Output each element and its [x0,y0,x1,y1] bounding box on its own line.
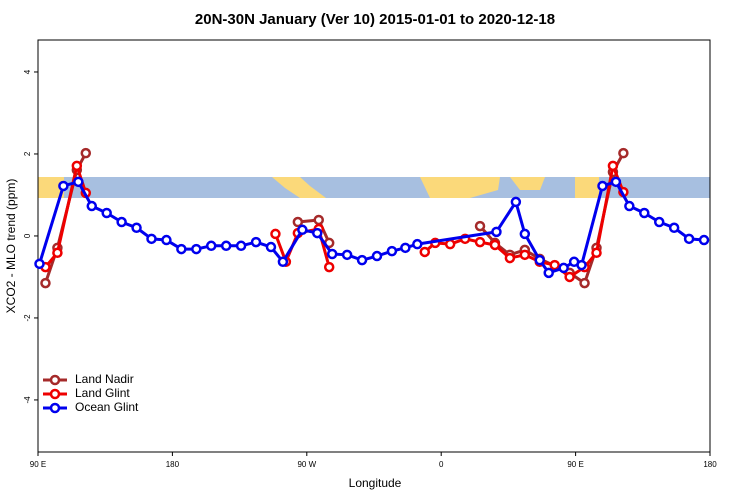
data-point [176,243,187,255]
data-point [250,236,262,248]
legend-label: Land Glint [75,386,130,400]
data-point [356,254,368,266]
data-point [618,147,629,159]
data-point [270,228,281,240]
x-tick-label: 0 [439,460,444,469]
data-point [419,246,431,258]
y-tick-label: 2 [23,151,32,156]
data-point [683,233,695,245]
data-point [510,196,522,208]
legend-label: Ocean Glint [75,400,139,414]
plot-frame [37,39,711,453]
data-point [543,267,554,279]
x-tick-label: 90 E [567,460,583,469]
data-point [235,240,247,252]
data-point [146,233,157,245]
data-point [474,220,486,232]
data-point [312,227,323,239]
data-point [277,256,289,268]
data-point [491,226,502,238]
data-point [323,261,335,273]
chart-title: 20N-30N January (Ver 10) 2015-01-01 to 2… [195,11,555,28]
data-point [371,250,383,262]
data-point [341,249,353,261]
data-point [220,240,232,252]
data-point [668,222,680,234]
data-point [607,160,619,172]
data-point [58,180,69,192]
data-point [80,147,92,159]
data-point [116,216,127,228]
data-point [610,176,622,188]
y-axis-label: XCO2 - MLO trend (ppm) [4,179,18,314]
data-point [40,277,51,289]
data-point [71,160,83,172]
data-point [297,224,308,236]
data-point [579,277,590,289]
x-tick-label: 90 W [297,460,316,469]
data-point [400,242,411,254]
data-point [265,241,277,253]
data-point [504,252,516,264]
data-point [444,238,456,250]
data-point [191,243,202,255]
data-point [313,214,324,226]
data-point [549,259,560,271]
legend-swatch-point [49,402,61,414]
data-point [653,216,665,228]
data-point [101,207,112,219]
y-tick-label: -4 [23,396,32,404]
data-point [597,180,608,192]
data-point [489,239,501,251]
y-tick-label: -2 [23,314,32,322]
legend-label: Land Nadir [75,372,134,386]
x-tick-label: 90 E [30,460,46,469]
data-point [591,247,602,259]
x-tick-label: 180 [166,460,180,469]
data-point [624,200,635,212]
data-point [73,176,84,188]
map-strip [38,177,710,198]
data-point [386,245,398,257]
data-point [534,254,546,266]
data-point [558,262,569,274]
legend-swatch-point [49,388,61,400]
data-point [564,271,575,283]
data-point [519,249,531,261]
data-point [474,236,486,248]
data-point [639,207,650,219]
data-point [131,222,142,234]
y-tick-label: 4 [23,69,32,74]
data-point [161,234,172,246]
data-point [698,234,710,246]
data-point [86,200,98,212]
data-point [205,240,217,252]
x-axis-label: Longitude [349,476,402,490]
data-point [292,216,304,228]
data-point [34,258,45,270]
data-point [326,248,338,260]
data-point [412,238,423,250]
data-point [519,228,531,240]
data-point [576,259,587,271]
y-tick-label: 0 [23,233,32,238]
legend-swatch-point [49,374,61,386]
data-point [52,247,63,259]
x-tick-label: 180 [703,460,717,469]
